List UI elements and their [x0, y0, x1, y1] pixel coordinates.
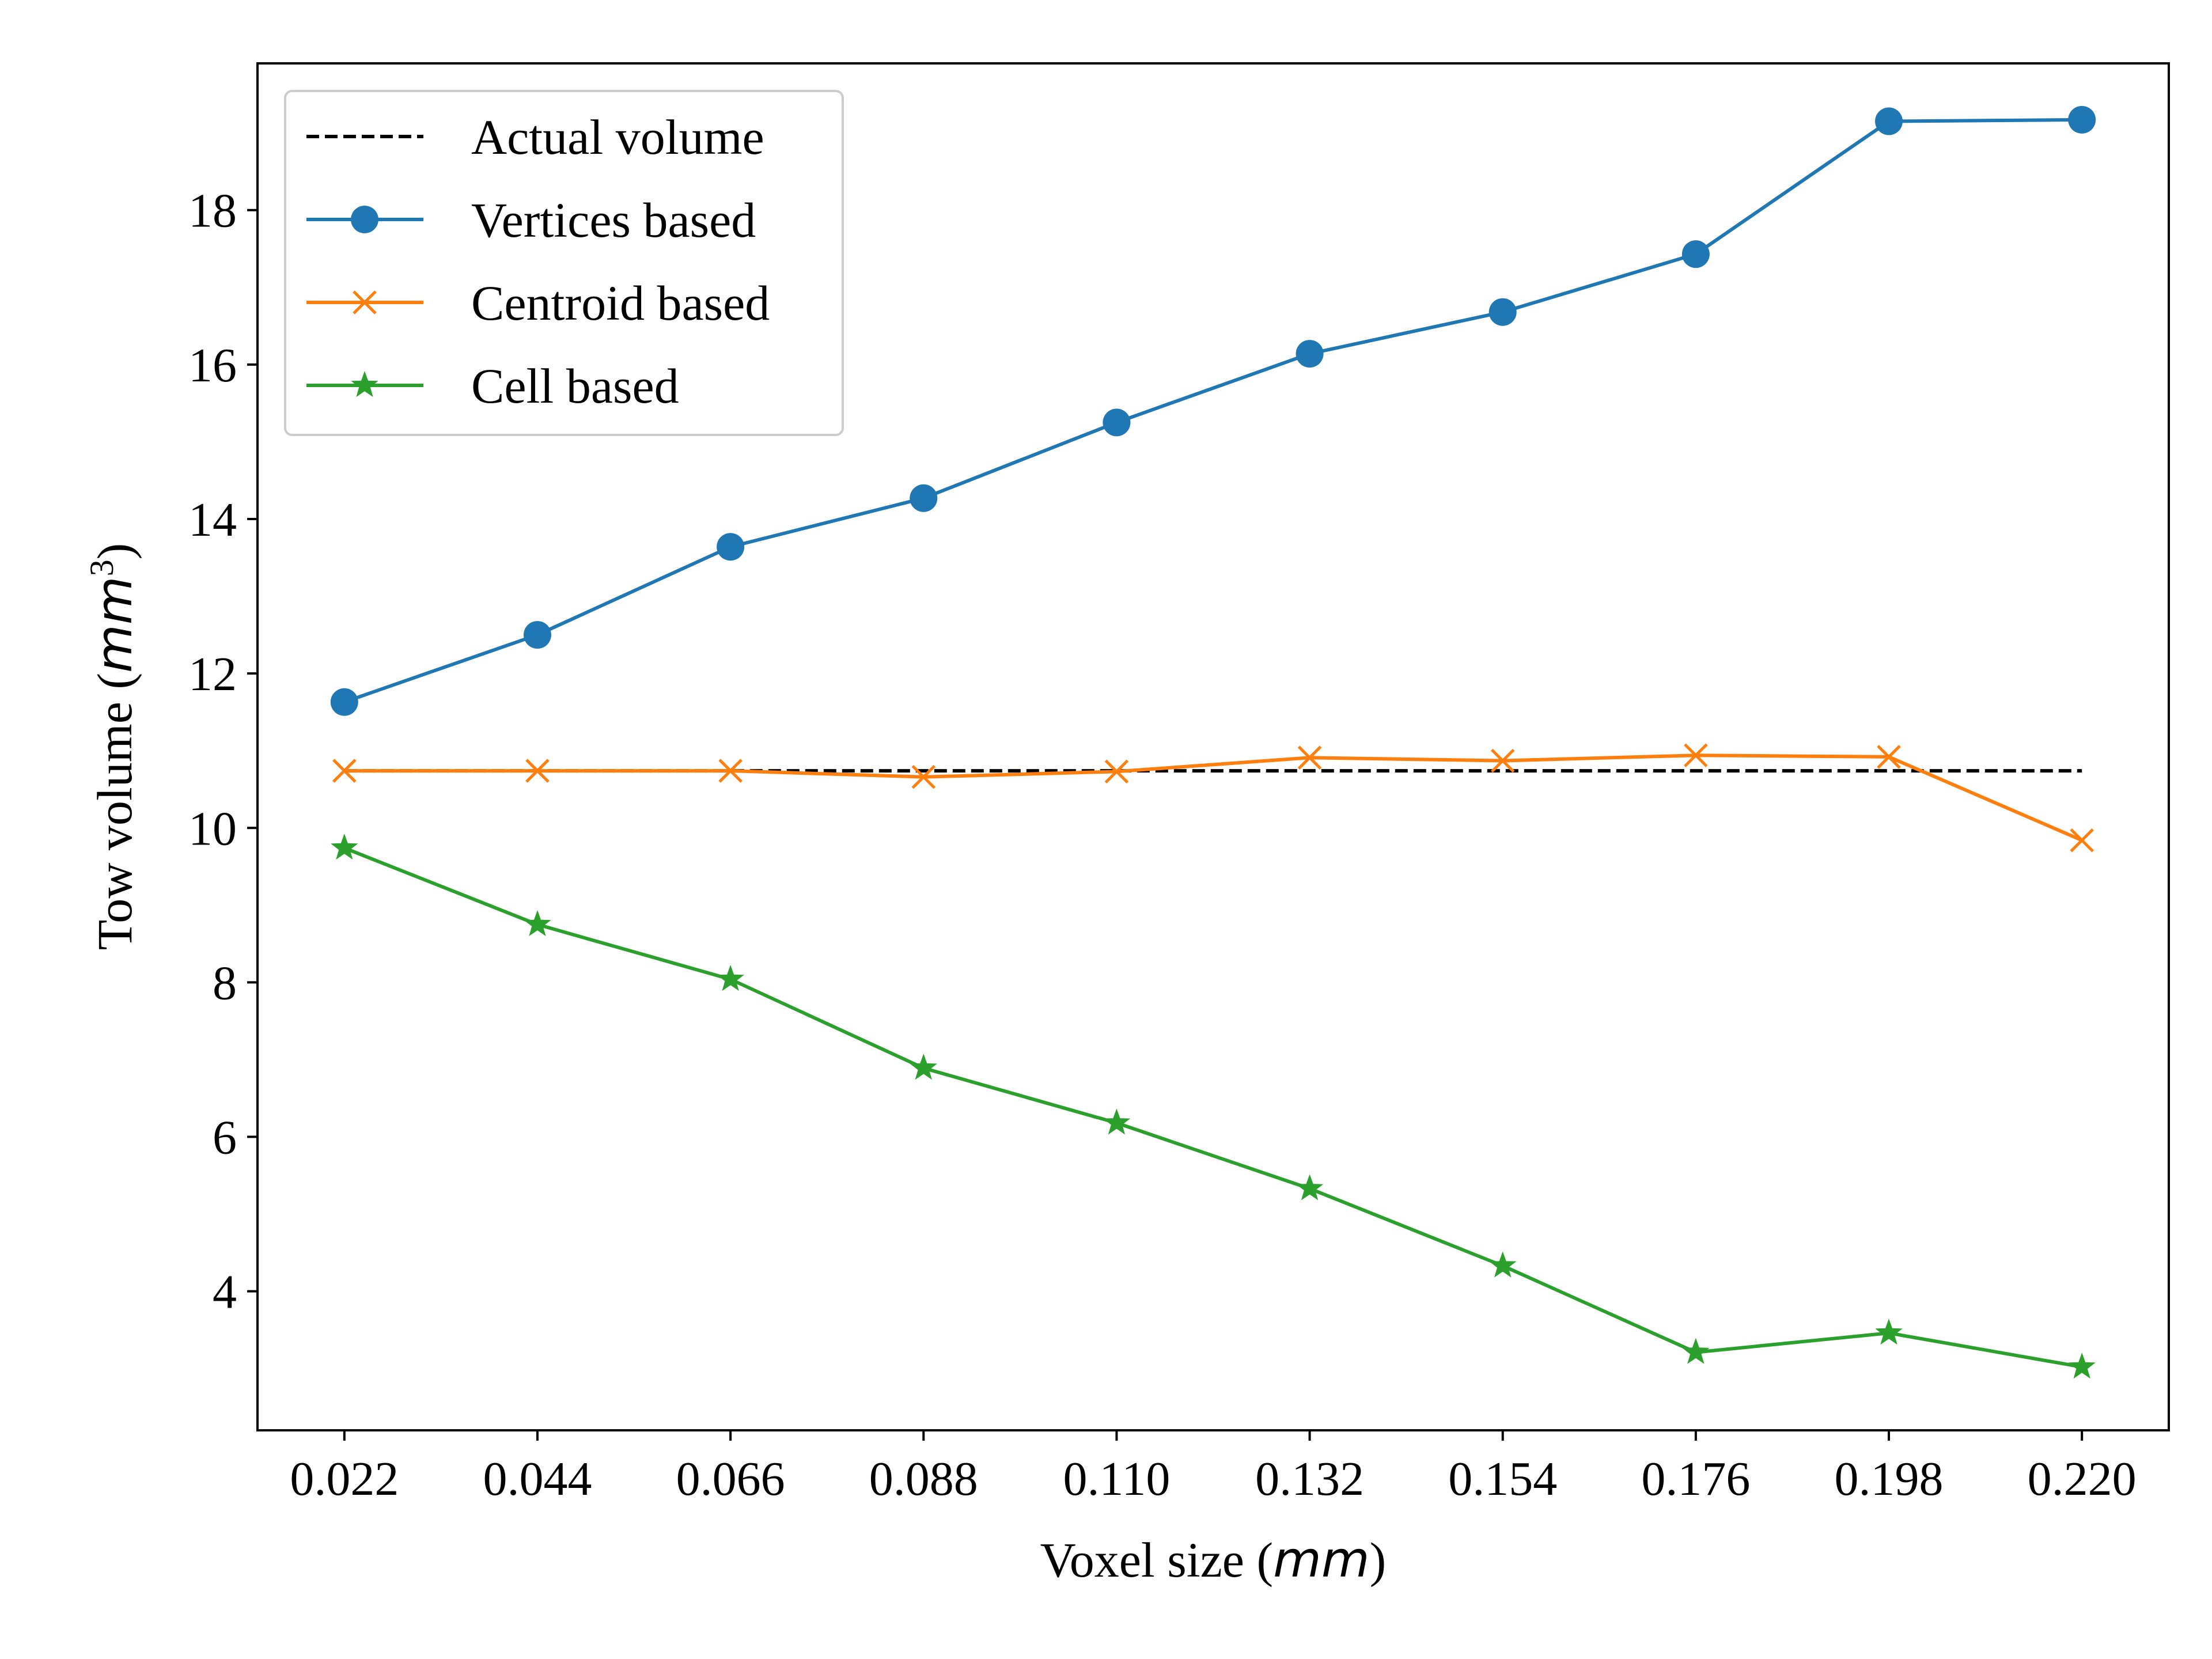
x-axis-label-unit: mm	[1273, 1531, 1370, 1589]
data-point	[1684, 743, 1708, 768]
legend-label: Cell based	[471, 358, 679, 414]
plot-frame	[256, 62, 2170, 1431]
y-tick-label: 12	[188, 647, 237, 701]
series-centroid-based	[332, 743, 2094, 853]
y-tick-label: 14	[188, 493, 237, 547]
x-tick-label: 0.176	[1641, 1452, 1750, 1506]
data-point	[1488, 1251, 1517, 1278]
series-layer	[330, 105, 2096, 1379]
x-axis-label: Voxel size (mm)	[1040, 1531, 1387, 1589]
data-point	[524, 910, 551, 937]
series-line	[344, 753, 2083, 842]
legend-box	[284, 90, 844, 436]
series-line	[343, 118, 2082, 704]
data-point	[1875, 107, 1903, 135]
y-tick-label: 6	[213, 1111, 237, 1165]
data-point	[911, 765, 936, 789]
series-vertices-based	[330, 105, 2096, 716]
y-tick-label: 10	[188, 802, 237, 855]
data-point	[1488, 298, 1517, 326]
data-point	[1490, 748, 1515, 773]
y-axis-label-unit: mm	[86, 576, 143, 673]
data-point	[910, 484, 938, 512]
y-tick-label: 16	[188, 339, 237, 392]
legend-label: Centroid based	[471, 275, 770, 331]
data-point	[1297, 745, 1322, 770]
y-axis: 4 6 8 10 12 14 16 18	[188, 184, 257, 1319]
y-tick-label: 8	[213, 956, 237, 1010]
y-axis-label-prefix: Tow volume (	[87, 673, 142, 950]
data-point	[330, 688, 358, 716]
data-point	[718, 759, 743, 783]
legend-marker	[351, 206, 378, 233]
series-line	[343, 846, 2082, 1369]
data-point	[717, 965, 744, 991]
data-point	[2068, 105, 2096, 134]
data-point	[523, 621, 551, 649]
legend-item: Vertices based	[306, 192, 756, 248]
data-point	[332, 759, 357, 783]
data-point	[1877, 745, 1901, 769]
y-tick-label: 4	[213, 1266, 237, 1319]
y-axis-label-suffix: )	[87, 543, 142, 560]
legend-marker	[353, 290, 377, 315]
x-tick-label: 0.088	[869, 1452, 978, 1506]
legend-label: Actual volume	[471, 109, 764, 165]
x-axis-label-suffix: )	[1370, 1532, 1387, 1588]
data-point	[1875, 1319, 1903, 1345]
data-point	[1104, 759, 1129, 784]
y-axis-label-exponent: 3	[83, 559, 120, 576]
x-axis: 0.022 0.044 0.066 0.088 0.110 0.132 0.154 0.176…	[290, 1430, 2137, 1506]
x-tick-label: 0.110	[1063, 1452, 1170, 1506]
x-tick-label: 0.198	[1835, 1452, 1944, 1506]
x-tick-label: 0.220	[2028, 1452, 2137, 1506]
x-axis-label-prefix: Voxel size (	[1040, 1532, 1273, 1588]
data-point	[331, 834, 358, 860]
data-point	[910, 1054, 938, 1080]
y-axis-label: Tow volume (mm3)	[83, 543, 143, 950]
y-tick-label: 18	[188, 184, 237, 238]
data-point	[1103, 1108, 1131, 1135]
legend-marker	[351, 371, 378, 397]
data-point	[1103, 408, 1131, 437]
data-point	[1296, 1174, 1324, 1200]
data-point	[2068, 1353, 2096, 1379]
series-cell-based	[331, 834, 2096, 1379]
data-point	[2070, 828, 2094, 853]
x-tick-label: 0.044	[483, 1452, 592, 1506]
legend-item: Cell based	[306, 358, 679, 414]
data-point	[717, 533, 745, 561]
data-point	[525, 759, 550, 783]
data-point	[1681, 240, 1710, 268]
legend: Actual volume Vertices based Centroid base…	[284, 90, 844, 436]
x-tick-label: 0.022	[290, 1452, 399, 1506]
x-tick-label: 0.154	[1448, 1452, 1557, 1506]
x-tick-label: 0.132	[1255, 1452, 1364, 1506]
legend-item: Centroid based	[306, 275, 770, 331]
legend-label: Vertices based	[471, 192, 756, 248]
data-point	[1296, 340, 1324, 368]
legend-item: Actual volume	[306, 109, 764, 165]
x-tick-label: 0.066	[676, 1452, 785, 1506]
data-point	[1682, 1338, 1710, 1364]
